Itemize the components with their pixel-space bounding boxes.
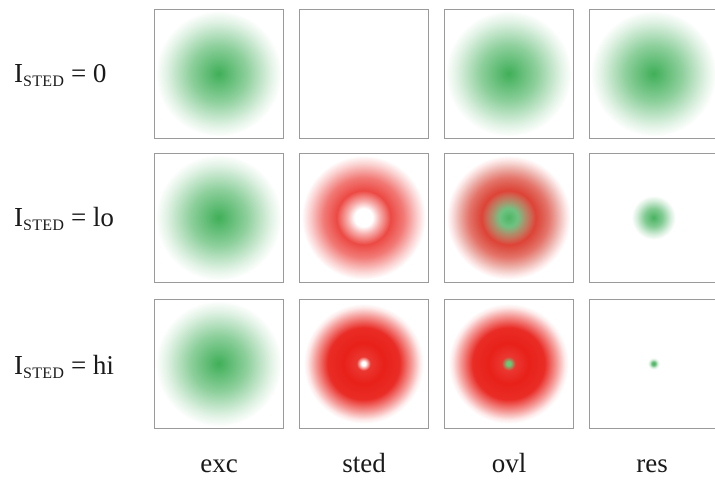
panel-lo-ovl [444, 153, 574, 283]
panel-lo-res [589, 153, 715, 283]
row-label-value: = 0 [64, 58, 107, 88]
row-label-main: I [14, 58, 23, 88]
row-label-subscript: STED [23, 73, 65, 90]
row-label-zero: ISTED = 0 [14, 58, 107, 90]
row-label-subscript: STED [23, 217, 65, 234]
row-label-lo: ISTED = lo [14, 202, 114, 234]
row-label-subscript: STED [23, 365, 65, 382]
result-spot [590, 154, 715, 282]
row-label-hi: ISTED = hi [14, 350, 114, 382]
excitation-spot [155, 300, 283, 428]
row-label-main: I [14, 202, 23, 232]
panel-hi-sted [299, 299, 429, 429]
row-label-main: I [14, 350, 23, 380]
column-label-exc: exc [200, 448, 238, 478]
depletion-donut [445, 154, 573, 282]
panel-zero-sted [299, 9, 429, 139]
depletion-donut [445, 300, 573, 428]
panel-lo-exc [154, 153, 284, 283]
row-label-value: = lo [64, 202, 114, 232]
depletion-donut [300, 154, 428, 282]
column-label-ovl: ovl [491, 448, 527, 478]
panel-zero-exc [154, 9, 284, 139]
excitation-spot [590, 10, 715, 138]
excitation-spot [155, 154, 283, 282]
depletion-donut [300, 300, 428, 428]
panel-zero-res [589, 9, 715, 139]
result-spot [590, 300, 715, 428]
panel-hi-exc [154, 299, 284, 429]
panel-hi-res [589, 299, 715, 429]
excitation-spot [445, 10, 573, 138]
panel-hi-ovl [444, 299, 574, 429]
column-label-res: res [636, 448, 668, 478]
panel-zero-ovl [444, 9, 574, 139]
panel-lo-sted [299, 153, 429, 283]
column-label-sted: sted [342, 448, 386, 478]
row-label-value: = hi [64, 350, 114, 380]
excitation-spot [155, 10, 283, 138]
